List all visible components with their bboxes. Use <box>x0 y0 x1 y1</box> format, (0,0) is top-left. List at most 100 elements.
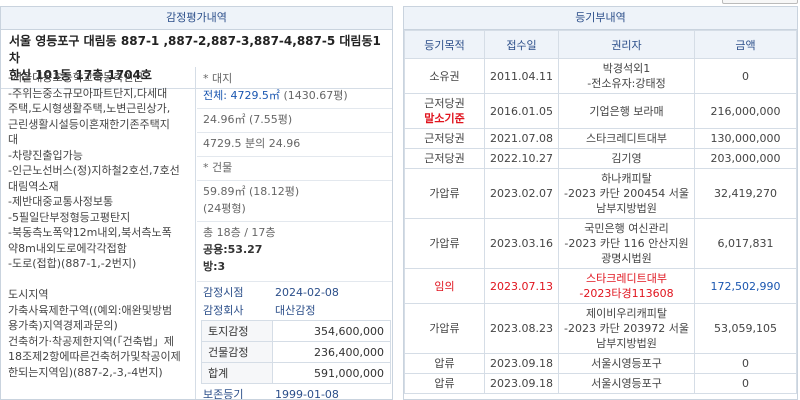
registry-purpose: 근저당권 말소기준 <box>404 93 485 129</box>
note-line: 약8m내외도로에각각접함 <box>8 241 127 255</box>
registry-purpose: 가압류 <box>404 303 485 354</box>
registry-row[interactable]: 근저당권 2022.10.27 김기영 203,000,000 <box>404 148 797 169</box>
registry-date: 2023.09.18 <box>484 373 559 394</box>
registry-panel: 등기부내역 등기목적 접수일 권리자 금액 소유권 2011.04.11 박경석외1… <box>403 6 798 400</box>
holder-line: 김기영 <box>611 152 642 165</box>
registry-purpose-text: 압류 <box>434 377 455 390</box>
registry-row[interactable]: 임의 2023.07.13 스타크레디트대부 -2023타경113608 172,502… <box>404 268 797 304</box>
registry-purpose-text: 근저당권 <box>424 132 465 145</box>
registry-row[interactable]: 소유권 2011.04.11 박경석외1 -전소유자:강태정 0 <box>404 58 797 94</box>
registry-holder: 스타크레디트대부 <box>558 128 695 149</box>
registry-amount: 0 <box>694 353 797 374</box>
note-line: -5필일단부정형등고평탄지 <box>8 210 131 224</box>
appraisal-company-label: 감정회사 <box>203 304 244 317</box>
holder-line: 남부지방법원 <box>596 337 657 350</box>
registry-purpose-text: 소유권 <box>429 69 460 83</box>
registry-purpose: 근저당권 <box>404 128 485 149</box>
registry-holder: 스타크레디트대부 -2023타경113608 <box>558 268 695 304</box>
holder-line: 국민은행 여신관리 <box>584 222 669 235</box>
holder-line: 박경석외1 <box>602 62 651 75</box>
registry-date: 2023.08.23 <box>484 303 559 354</box>
registry-holder: 하나캐피탈 -2023 카단 200454 서울 남부지방법원 <box>558 168 695 219</box>
property-specs: * 대지 전체: 4729.5㎡ (1430.67평) 24.96㎡ (7.55… <box>197 67 392 399</box>
registry-row[interactable]: 근저당권 2021.07.08 스타크레디트대부 130,000,000 <box>404 128 797 149</box>
col-holder: 권리자 <box>558 30 695 59</box>
registry-holder: 서울시영등포구 <box>558 373 695 394</box>
table-row: 토지감정 354,600,000 <box>201 320 391 342</box>
registry-purpose: 가압류 <box>404 218 485 269</box>
top-right-button[interactable] <box>722 0 798 4</box>
registry-purpose: 근저당권 <box>404 148 485 169</box>
building-area: 59.89㎡ <box>203 185 246 198</box>
address-line-2: 한신 101동 17층 1704호 <box>9 68 152 82</box>
registry-date: 2022.10.27 <box>484 148 559 169</box>
holder-line: -2023 카단 203972 서울 <box>564 322 689 335</box>
registry-amount: 53,059,105 <box>694 303 797 354</box>
registry-row[interactable]: 근저당권 말소기준 2016.01.05 기업은행 보라매 216,000,000 <box>404 93 797 129</box>
building-floors: 총 18층 / 17층 <box>203 226 276 239</box>
note-line: 건축허가·착공제한지역(「건축법」제 <box>8 334 174 348</box>
appraisal-panel-title: 감정평가내역 <box>1 7 392 30</box>
holder-line: -2023 카단 200454 서울 <box>564 187 689 200</box>
building-rooms: 방:3 <box>203 260 226 273</box>
holder-line: 서울시영등포구 <box>591 357 662 370</box>
registry-row[interactable]: 압류 2023.09.18 서울시영등포구 0 <box>404 353 797 374</box>
registry-purpose: 임의 <box>404 268 485 304</box>
land-share-area: 24.96㎡ <box>203 113 246 126</box>
building-label: * 건물 <box>203 161 233 174</box>
land-total[interactable]: 전체: 4729.5㎡ <box>203 89 280 102</box>
registry-date: 2023.07.13 <box>484 268 559 304</box>
col-date: 접수일 <box>484 30 559 59</box>
note-line: -주위는중소규모아파트단지,다세대 <box>8 86 168 100</box>
land-label: * 대지 <box>203 72 233 85</box>
col-amount: 금액 <box>694 30 797 59</box>
registry-purpose: 가압류 <box>404 168 485 219</box>
holder-line: 하나캐피탈 <box>601 172 652 185</box>
holder-line: -2023타경113608 <box>579 287 674 300</box>
note-line: 용가축)지역경제과문의) <box>8 319 118 332</box>
registry-purpose: 압류 <box>404 353 485 374</box>
registry-purpose-text: 임의 <box>434 279 455 293</box>
preservation-reg-value: 1999-01-08 <box>275 388 339 400</box>
registry-purpose-text: 압류 <box>434 357 455 370</box>
registry-amount: 32,419,270 <box>694 168 797 219</box>
building-appraisal-label: 건물감정 <box>201 341 273 363</box>
registry-amount: 0 <box>694 373 797 394</box>
registry-date: 2011.04.11 <box>484 58 559 94</box>
holder-line: 기업은행 보라매 <box>589 104 664 118</box>
note-line: -제반대중교통사정보통 <box>8 195 114 208</box>
col-purpose: 등기목적 <box>404 30 485 59</box>
registry-holder: 기업은행 보라매 <box>558 93 695 129</box>
registry-date: 2023.03.16 <box>484 218 559 269</box>
registry-row[interactable]: 가압류 2023.03.16 국민은행 여신관리 -2023 카단 116 안산지원 광… <box>404 218 797 269</box>
building-type: (24평형) <box>203 202 246 215</box>
registry-holder: 국민은행 여신관리 -2023 카단 116 안산지원 광명시법원 <box>558 218 695 269</box>
registry-amount: 216,000,000 <box>694 93 797 129</box>
registry-amount: 6,017,831 <box>694 218 797 269</box>
property-address: 서울 영등포구 대림동 887-1 ,887-2,887-3,887-4,887… <box>1 30 392 89</box>
appraisal-date-value: 2024-02-08 <box>275 286 339 299</box>
registry-amount: 172,502,990 <box>694 268 797 304</box>
appraisal-value-table: 토지감정 354,600,000 건물감정 236,400,000 합계 591,00… <box>201 320 391 384</box>
note-line <box>8 272 191 288</box>
registry-date: 2016.01.05 <box>484 93 559 129</box>
registry-row[interactable]: 가압류 2023.02.07 하나캐피탈 -2023 카단 200454 서울 남부지방… <box>404 168 797 219</box>
table-row: 건물감정 236,400,000 <box>201 341 391 363</box>
note-line: 주택,도시형생활주택,노변근린상가, <box>8 102 171 115</box>
note-line: 대 <box>8 133 19 146</box>
holder-line: -전소유자:강태정 <box>587 77 666 90</box>
registry-holder: 김기영 <box>558 148 695 169</box>
registry-date: 2023.02.07 <box>484 168 559 219</box>
registry-row[interactable]: 압류 2023.09.18 서울시영등포구 0 <box>404 373 797 394</box>
holder-line: 제이비우리캐피탈 <box>586 307 667 320</box>
land-share-pyeong: (7.55평) <box>249 113 293 126</box>
table-row: 합계 591,000,000 <box>201 362 391 384</box>
appraisal-panel: 감정평가내역 서울 영등포구 대림동 887-1 ,887-2,887-3,88… <box>0 6 393 400</box>
registry-date: 2023.09.18 <box>484 353 559 374</box>
note-line: -서울대동초등학교북동측인근 <box>8 71 144 84</box>
building-appraisal-value: 236,400,000 <box>272 341 391 363</box>
